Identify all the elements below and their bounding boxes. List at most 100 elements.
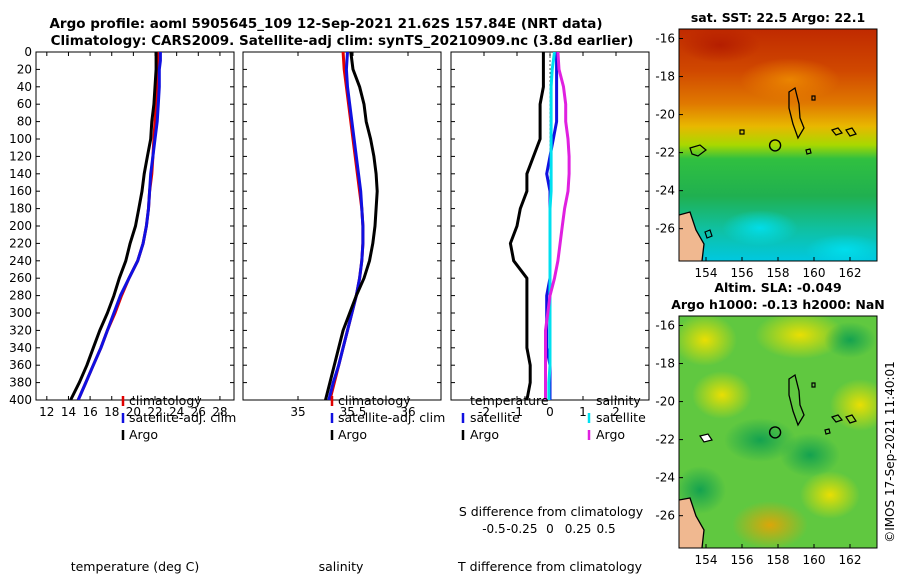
x-tick-label: 1 xyxy=(579,405,587,419)
map-y-tick-label: -26 xyxy=(655,222,675,236)
temperature-lines xyxy=(69,52,162,400)
secondary-x-tick-label: -0.5 xyxy=(482,522,505,536)
coastline xyxy=(679,497,705,548)
coastline xyxy=(679,211,705,261)
x-tick-label: 36 xyxy=(400,405,415,419)
sst-map-ticks: 154 156 158 160 162 -16 -18 -20 -22 -24 -26 xyxy=(655,32,861,280)
depth-tick-label: 120 xyxy=(9,149,32,163)
legend-climatology-label: climatology xyxy=(129,393,202,408)
salinity-lines xyxy=(324,52,379,400)
island-outline-3 xyxy=(805,148,812,155)
x-tick-label: 12 xyxy=(39,405,54,419)
x-tick-label: 0 xyxy=(546,405,554,419)
island-outline-1 xyxy=(830,127,844,136)
depth-tick-label: 360 xyxy=(9,358,32,372)
depth-tick-label: 180 xyxy=(9,202,32,216)
island-outline-5 xyxy=(811,382,816,388)
depth-tick-label: 40 xyxy=(17,80,32,94)
sla-orange-patch xyxy=(732,501,808,548)
difference-legend: temperature satellite Argo salinity sate… xyxy=(461,393,646,442)
salinity-x-ticks: 35 35.5 36 xyxy=(290,52,416,419)
difference-depth-ticks xyxy=(451,51,649,401)
island-outline-1 xyxy=(830,414,844,423)
legend-climatology-label: climatology xyxy=(338,393,411,408)
temperature-depth-ticks: 0 20 40 60 80 100 120 140 160 180 200 220 240 260 280 3… xyxy=(9,45,234,407)
depth-tick-label: 380 xyxy=(9,376,32,390)
legend-t-satellite-label: satellite xyxy=(470,410,520,425)
map-y-tick-label: -20 xyxy=(655,395,675,409)
secondary-x-tick-label: 0.5 xyxy=(597,522,616,536)
difference-xlabel: T difference from climatology xyxy=(457,559,643,574)
map-x-tick-label: 158 xyxy=(767,553,790,567)
reef-outline-1 xyxy=(689,144,707,157)
depth-tick-label: 100 xyxy=(9,132,32,146)
map-y-tick-label: -22 xyxy=(655,433,675,447)
temperature-xlabel: temperature (deg C) xyxy=(71,559,200,574)
legend-argo-label: Argo xyxy=(338,427,367,442)
sst-map-title: sat. SST: 22.5 Argo: 22.1 xyxy=(691,10,865,25)
x-tick-label: -1 xyxy=(511,405,523,419)
series-line-salinity-satellite xyxy=(547,52,556,400)
temperature-x-ticks: 12 14 16 18 20 22 24 26 28 xyxy=(39,52,228,419)
map-x-tick-label: 156 xyxy=(731,266,754,280)
sla-low-patch-2 xyxy=(780,433,840,477)
series-line-argo xyxy=(324,52,379,400)
depth-tick-label: 140 xyxy=(9,167,32,181)
map-y-tick-label: -20 xyxy=(655,108,675,122)
temperature-legend: climatology satellite-adj. clim Argo xyxy=(121,393,236,442)
x-tick-label: 35 xyxy=(290,405,305,419)
series-line-satellite-adj-clim xyxy=(76,52,162,400)
island-outline-2 xyxy=(845,127,857,137)
x-tick-label: 16 xyxy=(82,405,97,419)
salinity-depth-ticks xyxy=(243,51,441,401)
map-y-tick-label: -22 xyxy=(655,146,675,160)
map-x-tick-label: 162 xyxy=(839,266,862,280)
map-y-tick-label: -16 xyxy=(655,319,675,333)
map-y-tick-label: -16 xyxy=(655,32,675,46)
depth-tick-label: 320 xyxy=(9,323,32,337)
depth-tick-label: 260 xyxy=(9,271,32,285)
sla-map-panel: Altim. SLA: -0.049 Argo h1000: -0.13 h20… xyxy=(655,280,885,567)
sst-orange-patch xyxy=(740,58,840,102)
depth-tick-label: 20 xyxy=(17,62,32,76)
x-tick-label: 26 xyxy=(191,405,206,419)
salinity-legend: climatology satellite-adj. clim Argo xyxy=(330,393,445,442)
legend-s-satellite-label: satellite xyxy=(596,410,646,425)
series-line-salinity-argo xyxy=(544,52,571,400)
sst-map-field xyxy=(679,29,877,261)
sla-map-field xyxy=(679,316,877,548)
island-outline-5 xyxy=(811,95,816,101)
sla-high-patch-4 xyxy=(692,371,752,419)
depth-tick-label: 300 xyxy=(9,306,32,320)
map-x-tick-label: 154 xyxy=(695,553,718,567)
series-line-satellite-adj-clim xyxy=(327,52,365,400)
reef-outline-1 xyxy=(699,433,713,443)
series-line-argo xyxy=(69,52,158,400)
island-outline-3 xyxy=(824,428,831,435)
figure-title-line2: Climatology: CARS2009. Satellite-adj cli… xyxy=(51,33,634,49)
depth-tick-label: 340 xyxy=(9,341,32,355)
new-caledonia-coastline xyxy=(788,373,805,427)
salinity-xlabel: salinity xyxy=(319,559,364,574)
depth-tick-label: 280 xyxy=(9,289,32,303)
secondary-x-tick-label: 0.25 xyxy=(565,522,592,536)
temperature-panel: 0 20 40 60 80 100 120 140 160 180 200 220 240 260 280 3… xyxy=(9,45,236,574)
salinity-panel: 35 35.5 36 salinity climatology satellite-… xyxy=(242,51,445,574)
x-tick-label: -2 xyxy=(478,405,490,419)
x-tick-label: 35.5 xyxy=(340,405,367,419)
depth-tick-label: 160 xyxy=(9,184,32,198)
difference-secondary-x-ticks: -0.5 -0.25 0 0.25 0.5 xyxy=(482,522,615,536)
difference-panel: -2 -1 0 1 2 T difference from climatology S … xyxy=(450,51,652,574)
sla-high-patch-3 xyxy=(830,379,877,431)
legend-salinity-title: salinity xyxy=(596,393,641,408)
difference-secondary-xlabel: S difference from climatology xyxy=(459,504,644,519)
x-tick-label: 18 xyxy=(104,405,119,419)
sla-map-title-2: Argo h1000: -0.13 h2000: NaN xyxy=(671,297,885,312)
depth-tick-label: 60 xyxy=(17,97,32,111)
map-x-tick-label: 154 xyxy=(695,266,718,280)
map-y-tick-label: -18 xyxy=(655,357,675,371)
secondary-x-tick-label: 0 xyxy=(546,522,554,536)
series-line-temperature-argo xyxy=(508,52,545,400)
legend-t-argo-label: Argo xyxy=(470,427,499,442)
